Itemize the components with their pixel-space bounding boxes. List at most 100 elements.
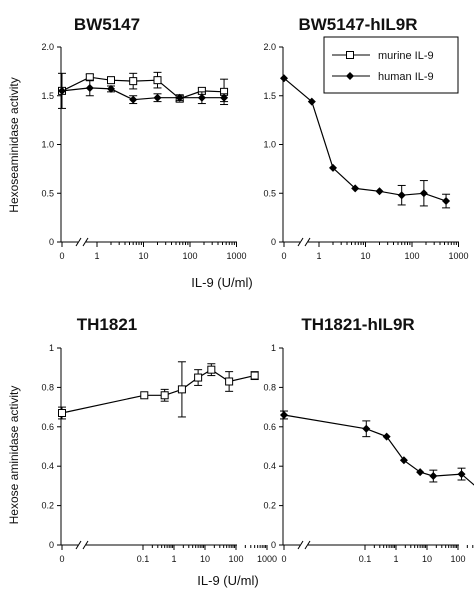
data-point-human (85, 83, 94, 92)
x-tick-label: 1 (393, 554, 398, 564)
y-tick-label: 1.5 (263, 91, 276, 101)
data-point-human (175, 93, 184, 102)
legend-box (323, 36, 459, 94)
x-tick-label: 100 (404, 251, 419, 261)
y-tick-label: 0.2 (263, 501, 276, 511)
y-tick-label: 0 (271, 540, 276, 550)
x-tick-label: 1000 (257, 554, 277, 564)
x-tick-label: 0.1 (137, 554, 150, 564)
axis-break-gap (78, 540, 86, 550)
x-tick-label: 100 (228, 554, 243, 564)
x-tick-label: 1 (171, 554, 176, 564)
data-point-murine (129, 77, 138, 86)
data-point-murine (250, 371, 259, 380)
data-point-human (399, 456, 408, 465)
data-point-human (382, 432, 391, 441)
y-tick-label: 0.4 (41, 461, 54, 471)
panel-1: 0 0.5 1.0 1.5 2.0 0 1 10 100 1000 (263, 42, 468, 261)
x-tick-label: 0 (59, 251, 64, 261)
x-tick-label: 0 (59, 554, 64, 564)
data-point-murine (160, 391, 169, 400)
x-tick-label: 1 (316, 251, 321, 261)
axis-break-gap (78, 237, 86, 247)
x-tick-label: 10 (138, 251, 148, 261)
data-point-human (397, 191, 406, 200)
x-tick-label: 100 (182, 251, 197, 261)
data-point-human (197, 93, 206, 102)
y-tick-label: 0.5 (41, 188, 54, 198)
axis-break-mark (75, 237, 82, 247)
data-point-human (442, 197, 451, 206)
axis-break-mark (82, 237, 89, 247)
x-tick-label: 10 (360, 251, 370, 261)
x-axis-label-bottom: IL-9 (U/ml) (197, 573, 258, 588)
y-tick-label: 0 (271, 237, 276, 247)
data-point-murine (58, 409, 66, 418)
x-tick-label: 10 (200, 554, 210, 564)
y-tick-label: 0.8 (263, 382, 276, 392)
y-tick-label: 0.6 (263, 422, 276, 432)
legend-human-marker (346, 72, 354, 80)
x-tick-label: 1 (94, 251, 99, 261)
x-tick-label: 10 (422, 554, 432, 564)
data-point-human (457, 470, 466, 479)
y-tick-label: 0 (49, 237, 54, 247)
x-tick-label: 0.1 (359, 554, 372, 564)
y-tick-label: 0.8 (41, 382, 54, 392)
data-point-human (328, 163, 337, 172)
panel-title-th1821-hil9r: TH1821-hIL9R (301, 315, 414, 334)
data-point-human (280, 74, 288, 83)
data-point-murine (177, 385, 186, 394)
panel-title-th1821: TH1821 (77, 315, 137, 334)
series-line-human-il-9 (283, 414, 474, 486)
data-point-human (280, 410, 288, 419)
axis-break-mark (75, 540, 82, 550)
panel-title-bw5147-hil9r: BW5147-hIL9R (298, 15, 417, 34)
axis-break-mark (304, 237, 311, 247)
panel-0: 0 0.5 1.0 1.5 2.0 0 1 10 100 1000 (41, 42, 246, 261)
y-axis-label-bottom: Hexose aminidase activity (7, 386, 21, 525)
data-point-murine (140, 391, 149, 400)
axis-break-mark (82, 540, 89, 550)
data-point-human (106, 84, 115, 93)
data-point-murine (207, 365, 216, 374)
y-tick-label: 0.5 (263, 188, 276, 198)
y-tick-label: 2.0 (263, 42, 276, 52)
x-tick-label: 0 (281, 251, 286, 261)
data-point-murine (106, 76, 115, 85)
data-point-human (307, 97, 316, 106)
legend-murine-marker (346, 51, 354, 59)
legend-murine-label: murine IL-9 (378, 50, 434, 62)
data-point-murine (153, 76, 162, 85)
legend-human-label: human IL-9 (378, 71, 434, 83)
data-point-human (429, 472, 438, 481)
legend: murine IL-9 human IL-9 (323, 36, 459, 94)
data-point-human (416, 468, 425, 477)
axis-break-mark (297, 540, 304, 550)
data-point-human (220, 93, 229, 102)
x-tick-label: 1000 (448, 251, 468, 261)
panel-title-bw5147: BW5147 (74, 15, 140, 34)
axis-break-gap (300, 540, 308, 550)
data-point-human (129, 95, 138, 104)
y-tick-label: 0.2 (41, 501, 54, 511)
panel-2: 00.20.40.60.810 0.1 1 10 100 1000 (41, 343, 277, 564)
y-tick-label: 1.0 (41, 140, 54, 150)
data-point-human (351, 184, 360, 193)
data-point-human (375, 187, 384, 196)
y-tick-label: 0.6 (41, 422, 54, 432)
data-point-human (153, 93, 162, 102)
y-tick-label: 0 (49, 540, 54, 550)
y-tick-label: 0.4 (263, 461, 276, 471)
y-tick-label: 1 (49, 343, 54, 353)
data-point-human (58, 86, 66, 95)
y-tick-label: 1.5 (41, 91, 54, 101)
y-tick-label: 2.0 (41, 42, 54, 52)
axis-break-mark (304, 540, 311, 550)
series-line-human-il-9 (283, 77, 447, 202)
axis-break-gap (300, 237, 308, 247)
y-axis-label-top: Hexoseaminidase activity (7, 77, 21, 212)
axis-break-mark (297, 237, 304, 247)
